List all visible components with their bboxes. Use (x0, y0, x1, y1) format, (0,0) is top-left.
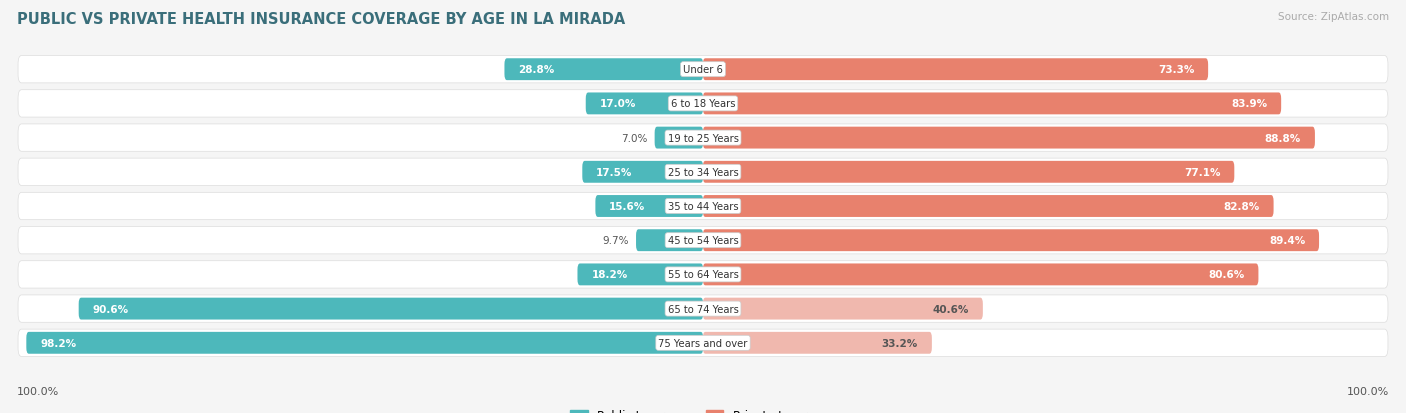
FancyBboxPatch shape (18, 159, 1388, 186)
FancyBboxPatch shape (703, 196, 1274, 217)
FancyBboxPatch shape (18, 57, 1388, 84)
FancyBboxPatch shape (27, 332, 703, 354)
Text: 28.8%: 28.8% (519, 65, 554, 75)
Text: 17.5%: 17.5% (596, 167, 633, 177)
FancyBboxPatch shape (18, 261, 1388, 288)
FancyBboxPatch shape (18, 125, 1388, 152)
FancyBboxPatch shape (582, 161, 703, 183)
FancyBboxPatch shape (18, 193, 1388, 220)
Text: 6 to 18 Years: 6 to 18 Years (671, 99, 735, 109)
Text: 89.4%: 89.4% (1268, 236, 1305, 246)
Text: 82.8%: 82.8% (1223, 202, 1260, 211)
Text: 90.6%: 90.6% (93, 304, 129, 314)
Text: 98.2%: 98.2% (41, 338, 76, 348)
FancyBboxPatch shape (595, 196, 703, 217)
FancyBboxPatch shape (703, 298, 983, 320)
Text: 7.0%: 7.0% (621, 133, 648, 143)
Text: Under 6: Under 6 (683, 65, 723, 75)
FancyBboxPatch shape (703, 264, 1258, 286)
FancyBboxPatch shape (18, 227, 1388, 254)
Text: 65 to 74 Years: 65 to 74 Years (668, 304, 738, 314)
Legend: Public Insurance, Private Insurance: Public Insurance, Private Insurance (565, 404, 841, 413)
Text: 19 to 25 Years: 19 to 25 Years (668, 133, 738, 143)
Text: 88.8%: 88.8% (1265, 133, 1301, 143)
FancyBboxPatch shape (18, 295, 1388, 323)
Text: 73.3%: 73.3% (1157, 65, 1194, 75)
FancyBboxPatch shape (636, 230, 703, 252)
FancyBboxPatch shape (586, 93, 703, 115)
FancyBboxPatch shape (703, 93, 1281, 115)
Text: 18.2%: 18.2% (592, 270, 627, 280)
FancyBboxPatch shape (505, 59, 703, 81)
Text: 83.9%: 83.9% (1232, 99, 1267, 109)
Text: 33.2%: 33.2% (882, 338, 918, 348)
FancyBboxPatch shape (703, 230, 1319, 252)
FancyBboxPatch shape (18, 329, 1388, 356)
FancyBboxPatch shape (703, 127, 1315, 149)
Text: 25 to 34 Years: 25 to 34 Years (668, 167, 738, 177)
Text: 80.6%: 80.6% (1208, 270, 1244, 280)
Text: 15.6%: 15.6% (609, 202, 645, 211)
Text: Source: ZipAtlas.com: Source: ZipAtlas.com (1278, 12, 1389, 22)
FancyBboxPatch shape (18, 90, 1388, 118)
Text: PUBLIC VS PRIVATE HEALTH INSURANCE COVERAGE BY AGE IN LA MIRADA: PUBLIC VS PRIVATE HEALTH INSURANCE COVER… (17, 12, 626, 27)
Text: 100.0%: 100.0% (1347, 387, 1389, 396)
Text: 75 Years and over: 75 Years and over (658, 338, 748, 348)
Text: 100.0%: 100.0% (17, 387, 59, 396)
Text: 55 to 64 Years: 55 to 64 Years (668, 270, 738, 280)
FancyBboxPatch shape (703, 59, 1208, 81)
Text: 9.7%: 9.7% (603, 236, 630, 246)
Text: 45 to 54 Years: 45 to 54 Years (668, 236, 738, 246)
Text: 40.6%: 40.6% (932, 304, 969, 314)
Text: 17.0%: 17.0% (599, 99, 636, 109)
Text: 35 to 44 Years: 35 to 44 Years (668, 202, 738, 211)
Text: 77.1%: 77.1% (1184, 167, 1220, 177)
FancyBboxPatch shape (655, 127, 703, 149)
FancyBboxPatch shape (703, 161, 1234, 183)
FancyBboxPatch shape (703, 332, 932, 354)
FancyBboxPatch shape (578, 264, 703, 286)
FancyBboxPatch shape (79, 298, 703, 320)
